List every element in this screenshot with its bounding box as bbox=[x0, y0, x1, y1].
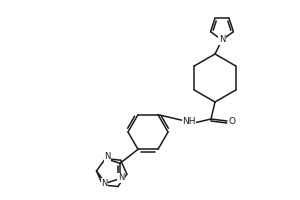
Text: NH: NH bbox=[182, 117, 196, 127]
Text: N: N bbox=[101, 179, 108, 188]
Text: N: N bbox=[219, 36, 225, 45]
Text: N: N bbox=[104, 152, 111, 161]
Text: O: O bbox=[229, 116, 236, 126]
Text: N: N bbox=[118, 173, 124, 182]
